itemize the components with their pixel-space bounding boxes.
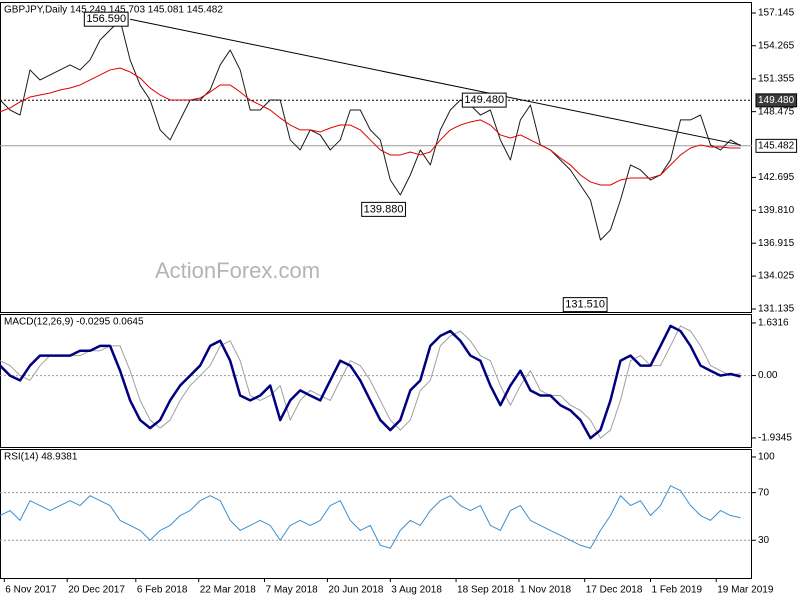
y-tick-label: 139.810 [758, 205, 795, 216]
annotation-label: 149.480 [464, 94, 504, 106]
y-tick-label: 0.00 [758, 370, 778, 381]
x-tick-label: 1 Nov 2018 [520, 585, 572, 596]
x-tick-label: 20 Jun 2018 [328, 585, 383, 596]
watermark: ActionForex.com [155, 258, 320, 283]
label-box [562, 297, 608, 313]
label-box [83, 11, 129, 27]
series-line [0, 67, 741, 186]
y-tick-label: 142.695 [758, 172, 795, 183]
series-line [0, 325, 741, 439]
price-line-label: 149.480 [758, 95, 795, 106]
panel-frame [0, 2, 752, 313]
y-tick-label: 30 [758, 535, 770, 546]
y-tick-label: 148.475 [758, 106, 795, 117]
y-tick-label: 157.145 [758, 8, 795, 19]
x-tick-label: 20 Dec 2017 [68, 585, 125, 596]
annotation-label: 139.880 [364, 203, 404, 215]
y-tick-label: 1.6316 [758, 318, 789, 329]
x-tick-label: 1 Feb 2019 [651, 585, 702, 596]
y-tick-label: -1.9345 [758, 433, 792, 444]
panel-frame [0, 314, 752, 448]
trendline [129, 18, 741, 146]
x-tick-label: 3 Aug 2018 [391, 585, 442, 596]
x-tick-label: 19 Mar 2019 [717, 585, 774, 596]
label-box [461, 92, 507, 108]
price-line-label: 145.482 [758, 140, 795, 151]
y-tick-label: 131.135 [758, 304, 795, 315]
label-box [755, 93, 798, 108]
y-tick-label: 70 [758, 487, 770, 498]
y-tick-label: 154.265 [758, 40, 795, 51]
panel-frame [0, 449, 752, 579]
series-line [0, 19, 741, 241]
y-tick-label: 100 [758, 452, 775, 463]
x-tick-label: 22 Mar 2018 [200, 585, 257, 596]
y-tick-label: 136.915 [758, 238, 795, 249]
annotation-label: 156.590 [86, 13, 126, 25]
y-tick-label: 151.355 [758, 74, 795, 85]
label-box [755, 138, 798, 153]
x-tick-label: 7 May 2018 [265, 585, 318, 596]
label-box [361, 201, 406, 217]
series-line [0, 324, 741, 440]
annotation-label: 131.510 [565, 299, 605, 311]
panel-title: GBPJPY,Daily 145.249 145.703 145.081 145… [4, 5, 223, 16]
x-tick-label: 6 Nov 2017 [5, 585, 57, 596]
x-tick-label: 17 Dec 2018 [586, 585, 643, 596]
panel-title: RSI(14) 48.9381 [4, 452, 78, 463]
x-tick-label: 6 Feb 2018 [137, 585, 188, 596]
series-line [0, 485, 741, 549]
y-tick-label: 134.025 [758, 271, 795, 282]
x-tick-label: 18 Sep 2018 [457, 585, 514, 596]
panel-title: MACD(12,26,9) -0.0295 0.0645 [4, 317, 144, 328]
